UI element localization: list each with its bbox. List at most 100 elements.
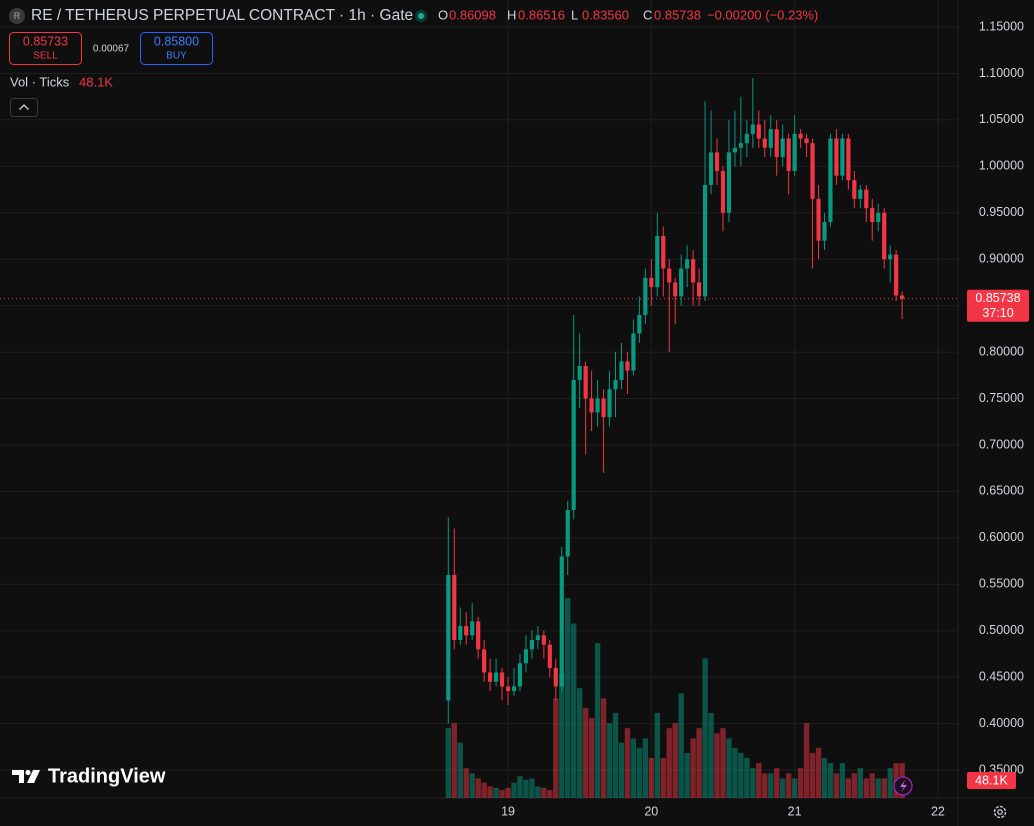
candle-body	[559, 556, 564, 687]
symbol-title[interactable]: RE / TETHERUS PERPETUAL CONTRACT · 1h · …	[31, 7, 413, 24]
volume-bar	[648, 758, 655, 798]
volume-bar	[588, 718, 595, 798]
y-tick-label: 1.15000	[979, 19, 1024, 33]
symbol-icon-letter: R	[14, 11, 21, 21]
candle-body	[637, 314, 642, 334]
y-tick-label: 0.45000	[979, 669, 1024, 683]
volume-bar	[600, 698, 607, 798]
candle-body	[798, 133, 803, 139]
settings-button[interactable]	[993, 805, 1007, 819]
candle-body	[774, 129, 779, 158]
volume-bar	[535, 786, 541, 798]
ohlc-value: 0.83560	[582, 7, 629, 22]
candle-body	[446, 575, 451, 701]
sell-label: SELL	[33, 51, 58, 62]
candle-body	[541, 635, 546, 645]
candle-body	[595, 398, 600, 413]
countdown-label: 37:10	[982, 306, 1013, 320]
volume-bar	[559, 672, 565, 798]
y-tick-label: 0.40000	[979, 716, 1024, 730]
volume-bar	[821, 758, 828, 798]
candle-body	[631, 333, 636, 371]
candle-body	[864, 189, 869, 209]
candle-body	[834, 138, 839, 176]
price-pane	[0, 78, 958, 724]
volume-bar	[451, 723, 457, 798]
symbol-icon	[9, 8, 25, 24]
volume-bar	[881, 778, 887, 798]
y-tick-label: 0.50000	[979, 623, 1024, 637]
volume-bar	[732, 747, 738, 798]
volume-bar	[624, 728, 631, 798]
volume-bar	[576, 688, 583, 798]
y-tick-label: 0.60000	[979, 530, 1024, 544]
candle-body	[535, 635, 540, 641]
ohlc-value: 0.86516	[518, 7, 565, 22]
candle-body	[870, 208, 875, 223]
y-tick-label: 0.65000	[979, 484, 1024, 498]
volume-bar	[803, 723, 810, 798]
y-tick-label: 0.90000	[979, 252, 1024, 266]
volume-bar	[594, 643, 601, 798]
brand-name: TradingView	[48, 765, 166, 787]
volume-bar	[475, 778, 481, 798]
market-status-dot	[418, 13, 424, 19]
candle-body	[661, 236, 666, 269]
candle-body	[762, 138, 767, 148]
candle-body	[876, 212, 881, 223]
volume-bar	[690, 738, 696, 798]
volume-bar	[678, 693, 684, 798]
volume-bar	[780, 778, 786, 798]
last-price-tag	[967, 289, 1029, 322]
volume-bar	[791, 778, 798, 798]
candle-body	[571, 379, 576, 510]
candle-body	[726, 152, 732, 213]
volume-bar	[445, 728, 451, 798]
volume-bar	[660, 758, 666, 798]
volume-legend-value: 48.1K	[79, 74, 113, 89]
ohlc-key: L	[571, 7, 578, 22]
candle-body	[750, 124, 755, 134]
candle-body	[780, 138, 785, 158]
candle-body	[488, 672, 493, 682]
x-tick-label: 22	[931, 804, 945, 818]
volume-bar	[756, 763, 762, 798]
volume-bar	[672, 723, 678, 798]
y-tick-label: 0.70000	[979, 437, 1024, 451]
candle-body	[696, 282, 702, 297]
volume-bar	[469, 773, 475, 798]
candle-body	[517, 663, 523, 687]
candle-body	[720, 170, 726, 213]
candle-body	[499, 672, 505, 687]
candle-body	[619, 361, 624, 380]
candle-body	[858, 189, 863, 199]
volume-bar	[493, 787, 499, 798]
volume-bar	[708, 712, 714, 798]
candle-body	[708, 152, 714, 185]
volume-bar	[833, 773, 840, 798]
buy-button[interactable]	[140, 32, 213, 65]
volume-bar	[720, 728, 726, 798]
last-volume-label: 48.1K	[975, 773, 1008, 787]
alert-icon	[900, 780, 907, 792]
collapse-button[interactable]	[10, 98, 38, 117]
candle-body	[685, 259, 690, 269]
ohlc-legend: O 0.86098 H 0.86516 L 0.83560 C 0.85738	[438, 7, 701, 22]
volume-bar	[636, 747, 643, 798]
volume-bar	[702, 658, 708, 798]
sell-button[interactable]	[9, 32, 82, 65]
candle-body	[553, 667, 558, 687]
candle-body	[458, 626, 463, 641]
x-tick-label: 20	[644, 804, 658, 818]
candle-body	[613, 379, 618, 390]
candle-body	[649, 277, 654, 288]
candle-body	[810, 143, 815, 199]
volume-bar	[726, 738, 732, 798]
collapse-icon	[19, 104, 29, 110]
volume-bar	[875, 778, 881, 798]
candle-body	[667, 268, 672, 283]
y-tick-label: 1.05000	[979, 112, 1024, 126]
candle-body	[470, 621, 475, 636]
